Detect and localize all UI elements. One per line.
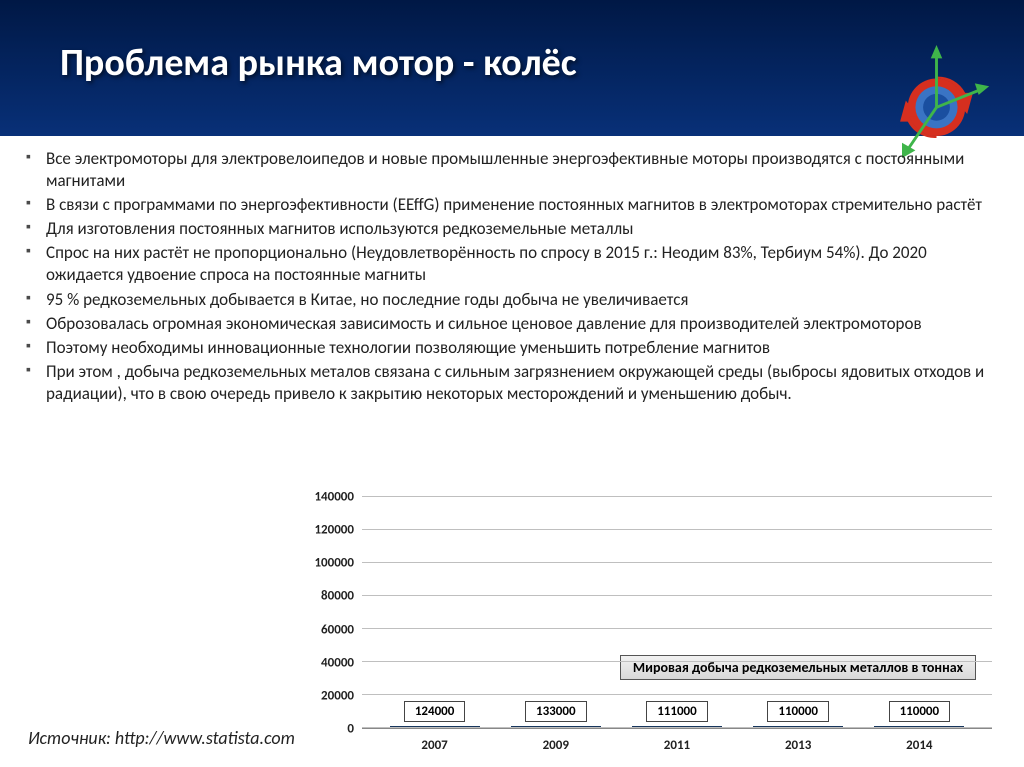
x-tick-label: 2009 (511, 731, 601, 757)
x-tick-label: 2013 (753, 731, 843, 757)
y-tick-label: 120000 (314, 523, 354, 538)
bar-value-label: 111000 (646, 701, 708, 722)
bullet-list: Все электромоторы для электровелоипедов … (24, 148, 994, 405)
x-tick-label: 2014 (874, 731, 964, 757)
grid-line (362, 595, 992, 596)
grid-line (362, 562, 992, 563)
bar-value-label: 110000 (767, 701, 829, 722)
content-area: Все электромоторы для электровелоипедов … (0, 136, 1024, 405)
bullet-item: В связи с программами по энергоэфективно… (24, 194, 994, 216)
y-tick-label: 40000 (321, 655, 354, 670)
bullet-item: Все электромоторы для электровелоипедов … (24, 148, 994, 192)
grid-line (362, 694, 992, 695)
bar-value-label: 133000 (525, 701, 587, 722)
bullet-item: Для изготовления постоянных магнитов исп… (24, 218, 994, 240)
bullet-item: Спрос на них растёт не пропорционально (… (24, 242, 994, 286)
bullet-item: Поэтому необходимы инновационные техноло… (24, 337, 994, 359)
grid-line (362, 496, 992, 497)
bar-value-label: 124000 (404, 701, 466, 722)
y-tick-label: 0 (347, 722, 354, 737)
bullet-item: 95 % редкоземельных добывается в Китае, … (24, 289, 994, 311)
bullet-item: При этом , добыча редкоземельных металов… (24, 361, 994, 405)
chart-legend: Мировая добыча редкоземельных металлов в… (620, 655, 976, 680)
y-tick-label: 60000 (321, 622, 354, 637)
bar-chart: 020000400006000080000100000120000140000 … (290, 497, 1000, 757)
x-tick-label: 2011 (632, 731, 722, 757)
grid-line (362, 628, 992, 629)
plot-area: 124000 133000 111000 110000 110000 Мировая д… (362, 497, 992, 729)
y-tick-label: 20000 (321, 688, 354, 703)
y-tick-label: 100000 (314, 556, 354, 571)
bar-value-label: 110000 (889, 701, 951, 722)
source-citation: Источник: http://www.statista.com (28, 727, 295, 749)
y-tick-label: 80000 (321, 589, 354, 604)
slide-header: Проблема рынка мотор - колёс (0, 0, 1024, 136)
grid-line (362, 727, 992, 728)
grid-line (362, 529, 992, 530)
slide-logo-icon (879, 45, 994, 160)
y-axis: 020000400006000080000100000120000140000 (290, 497, 360, 729)
y-tick-label: 140000 (314, 490, 354, 505)
grid-line (362, 661, 992, 662)
x-axis: 2007 2009 2011 2013 2014 (362, 731, 992, 757)
bullet-item: Оброзовалась огромная экономическая зави… (24, 313, 994, 335)
x-tick-label: 2007 (390, 731, 480, 757)
